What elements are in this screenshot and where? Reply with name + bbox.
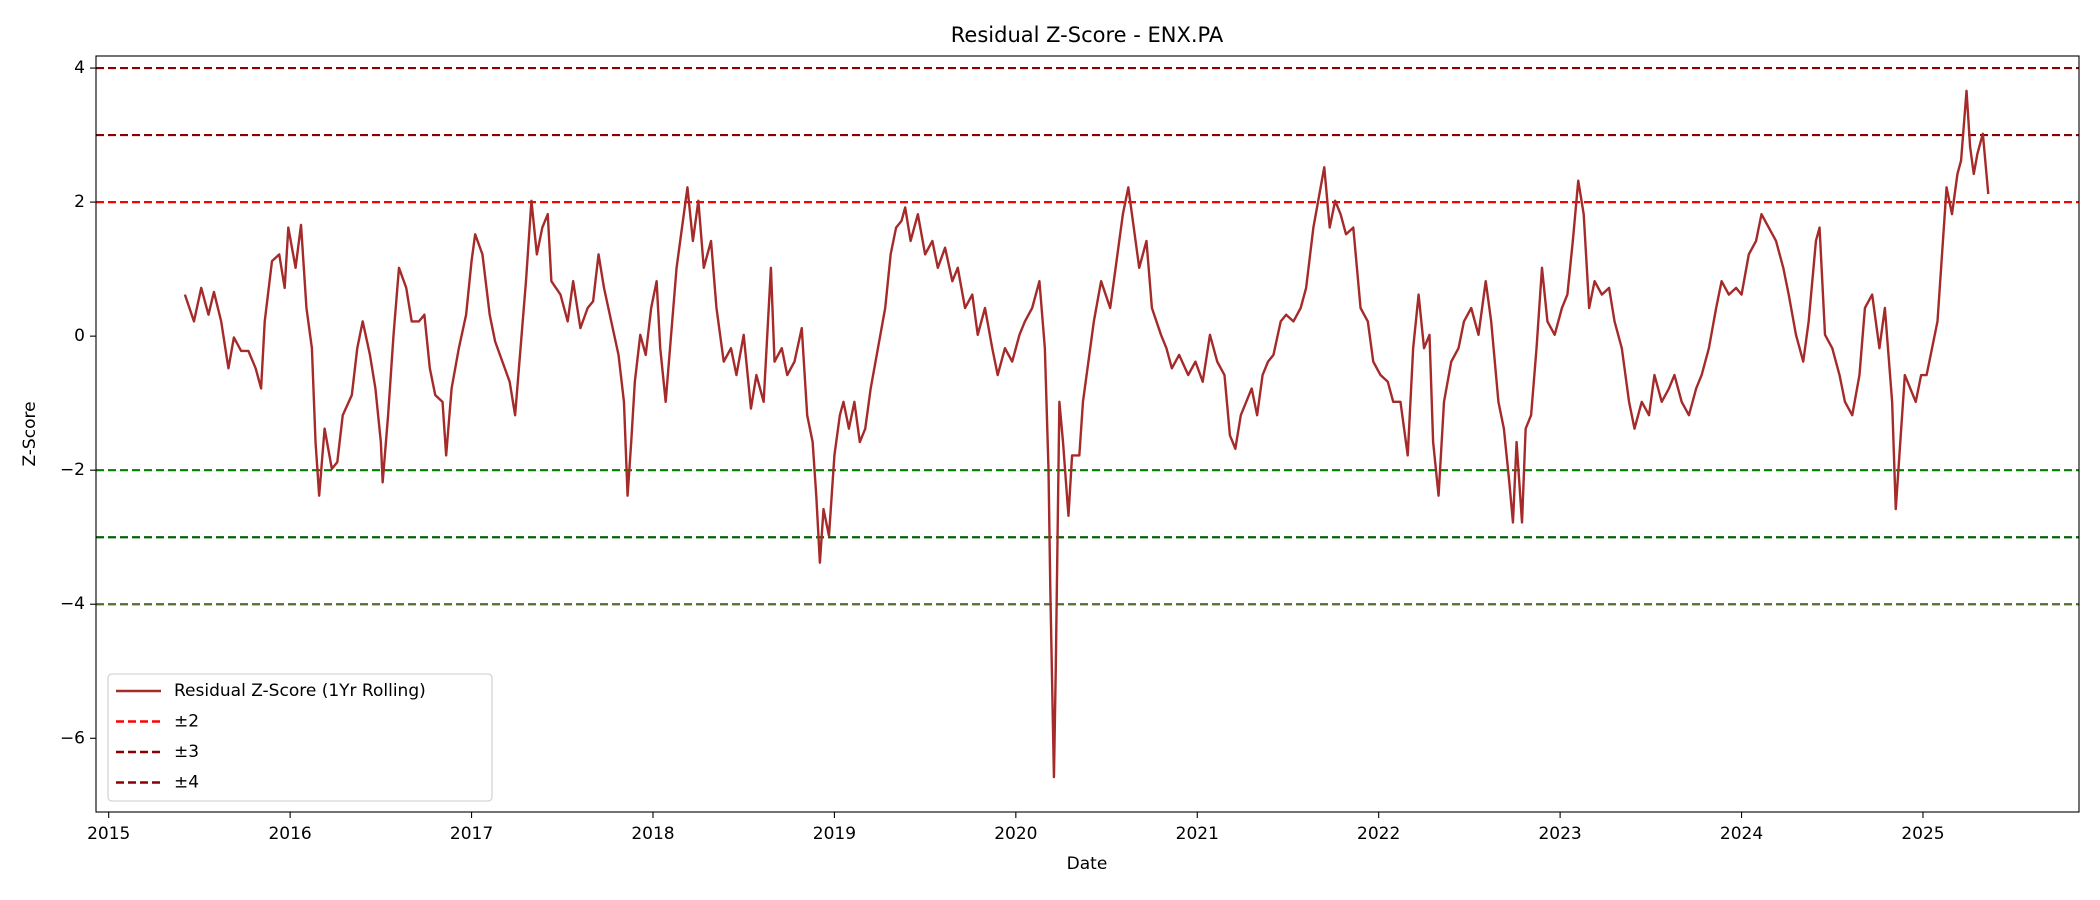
legend-label: ±2 bbox=[174, 712, 199, 732]
series-line bbox=[183, 89, 1990, 779]
plot-frame bbox=[95, 55, 2080, 813]
y-axis-label: Z-Score bbox=[20, 401, 40, 466]
x-tick-label: 2018 bbox=[631, 824, 674, 844]
y-tick-label: 0 bbox=[74, 326, 85, 346]
y-tick-label: 2 bbox=[74, 192, 85, 212]
x-tick-label: 2016 bbox=[268, 824, 311, 844]
chart-title: Residual Z-Score - ENX.PA bbox=[951, 23, 1224, 47]
legend-box bbox=[107, 673, 493, 802]
x-axis-label: Date bbox=[1067, 854, 1108, 874]
x-tick-label: 2025 bbox=[1901, 824, 1944, 844]
legend-label: ±4 bbox=[174, 773, 199, 793]
y-tick-label: −6 bbox=[60, 728, 85, 748]
x-tick-label: 2017 bbox=[450, 824, 493, 844]
y-tick-label: 4 bbox=[74, 58, 85, 78]
y-tick-label: −2 bbox=[60, 460, 85, 480]
x-tick-label: 2021 bbox=[1176, 824, 1219, 844]
x-tick-label: 2024 bbox=[1720, 824, 1763, 844]
y-tick-label: −4 bbox=[60, 594, 85, 614]
legend-label: ±3 bbox=[174, 742, 199, 762]
x-tick-label: 2022 bbox=[1357, 824, 1400, 844]
legend-label: Residual Z-Score (1Yr Rolling) bbox=[174, 681, 426, 701]
x-tick-label: 2020 bbox=[994, 824, 1037, 844]
x-tick-label: 2015 bbox=[87, 824, 130, 844]
x-tick-label: 2019 bbox=[813, 824, 856, 844]
x-tick-label: 2023 bbox=[1538, 824, 1581, 844]
